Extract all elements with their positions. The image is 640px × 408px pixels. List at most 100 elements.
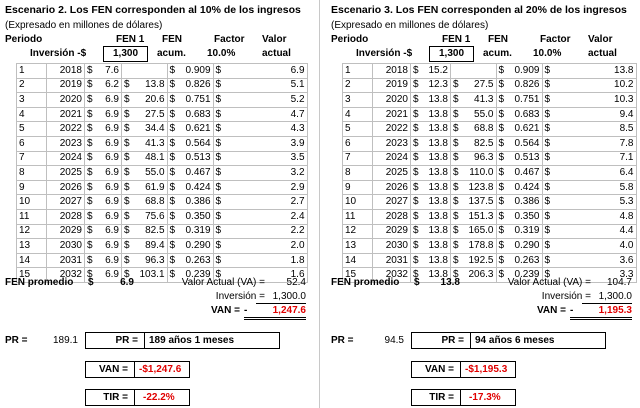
table-row: 10 2027 $6.9 $68.8 $0.386 $2.7 — [16, 194, 308, 210]
factor-value: 0.290 — [183, 238, 214, 254]
fen-dollar: $ — [410, 267, 427, 283]
table-row: 8 2025 $13.8 $110.0 $0.467 $6.4 — [342, 165, 637, 181]
factor-dollar: $ — [495, 223, 512, 240]
row-year: 2025 — [372, 165, 411, 181]
factor-dollar: $ — [495, 165, 512, 181]
acum-dollar: $ — [121, 77, 138, 94]
fen-value: 6.9 — [100, 238, 122, 254]
header-valor: Valor — [262, 34, 287, 45]
va-value: 7.8 — [558, 135, 637, 152]
va-dollar: $ — [212, 63, 230, 79]
row-number: 4 — [16, 106, 47, 123]
table-row: 11 2028 $6.9 $75.6 $0.350 $2.4 — [16, 208, 308, 225]
table-row: 14 2031 $6.9 $96.3 $0.263 $1.8 — [16, 252, 308, 269]
va-value: 1.6 — [229, 267, 308, 283]
va-dollar: $ — [212, 267, 230, 283]
header-actual: actual — [262, 48, 291, 59]
table-row: 15 2032 $13.8 $206.3 $0.239 $3.3 — [342, 267, 637, 283]
factor-value: 0.513 — [183, 150, 214, 167]
factor-dollar: $ — [166, 92, 184, 108]
factor-dollar: $ — [495, 150, 512, 167]
fen-value: 13.8 — [426, 223, 451, 240]
tir-box-value: -22.2% — [134, 390, 189, 405]
table-row: 12 2029 $13.8 $165.0 $0.319 $4.4 — [342, 223, 637, 240]
scenario-title: Escenario 3. Los FEN corresponden al 20%… — [331, 4, 627, 16]
row-number: 3 — [16, 92, 47, 108]
row-number: 11 — [16, 208, 47, 225]
header-acum: acum. — [483, 48, 512, 59]
scenario-title: Escenario 2. Los FEN corresponden al 10%… — [5, 4, 301, 16]
cashflow-table: 1 2018 $7.6 $0.909 $6.9 2 2019 $6.2 $13.8 $0.826 $… — [16, 63, 308, 283]
va-value: 4.7 — [229, 106, 308, 123]
va-dollar: $ — [541, 238, 558, 254]
va-value: 2.7 — [229, 194, 308, 210]
row-year: 2030 — [372, 238, 411, 254]
fen-value: 6.9 — [100, 194, 122, 210]
fen-promedio-value: 6.9 — [120, 277, 134, 288]
va-dollar: $ — [541, 165, 558, 181]
row-year: 2021 — [46, 106, 85, 123]
acum-value: 55.0 — [466, 106, 497, 123]
pr-label: PR = — [331, 335, 354, 346]
acum-dollar: $ — [121, 150, 138, 167]
table-row: 3 2020 $13.8 $41.3 $0.751 $10.3 — [342, 92, 637, 108]
acum-value: 137.5 — [466, 194, 497, 210]
row-number: 5 — [342, 121, 373, 137]
header-fen: FEN — [162, 34, 182, 45]
va-dollar: $ — [541, 208, 558, 225]
factor-value: 0.564 — [512, 135, 543, 152]
acum-value: 82.5 — [137, 223, 168, 240]
fen-value: 13.8 — [426, 106, 451, 123]
table-row: 9 2026 $6.9 $61.9 $0.424 $2.9 — [16, 179, 308, 196]
row-year: 2031 — [372, 252, 411, 269]
fen-dollar: $ — [410, 63, 427, 79]
pr-value: 189.1 — [52, 335, 78, 346]
table-row: 7 2024 $13.8 $96.3 $0.513 $7.1 — [342, 150, 637, 167]
row-number: 15 — [16, 267, 47, 283]
row-number: 1 — [342, 63, 373, 79]
acum-dollar: $ — [449, 194, 467, 210]
fen-value: 6.9 — [100, 135, 122, 152]
factor-dollar: $ — [495, 63, 512, 79]
factor-dollar: $ — [166, 194, 184, 210]
factor-value: 0.319 — [183, 223, 214, 240]
fen-value: 13.8 — [426, 194, 451, 210]
table-row: 6 2023 $6.9 $41.3 $0.564 $3.9 — [16, 135, 308, 152]
fen-dollar: $ — [84, 252, 101, 269]
fen-dollar: $ — [84, 179, 101, 196]
fen-value: 13.8 — [426, 179, 451, 196]
row-year: 2029 — [372, 223, 411, 240]
acum-value: 13.8 — [137, 77, 168, 94]
factor-value: 0.467 — [512, 165, 543, 181]
acum-dollar: $ — [121, 92, 138, 108]
row-year: 2021 — [372, 106, 411, 123]
row-year: 2020 — [372, 92, 411, 108]
fen-dollar: $ — [84, 194, 101, 210]
table-row: 10 2027 $13.8 $137.5 $0.386 $5.3 — [342, 194, 637, 210]
acum-dollar: $ — [449, 106, 467, 123]
va-dollar: $ — [541, 150, 558, 167]
acum-value: 41.3 — [137, 135, 168, 152]
factor-dollar: $ — [166, 223, 184, 240]
va-dollar: $ — [541, 92, 558, 108]
factor-value: 0.751 — [512, 92, 543, 108]
fen-dollar: $ — [84, 121, 101, 137]
fen-value: 12.3 — [426, 77, 451, 94]
va-value: 5.8 — [558, 179, 637, 196]
va-dollar: $ — [541, 63, 558, 79]
fen-promedio-dollar: $ — [88, 277, 94, 288]
row-number: 7 — [342, 150, 373, 167]
fen-value: 6.2 — [100, 77, 122, 94]
acum-dollar: $ — [121, 194, 138, 210]
factor-value: 0.513 — [512, 150, 543, 167]
va-value: 7.1 — [558, 150, 637, 167]
inversion-value: 1,300.0 — [582, 290, 632, 304]
row-number: 9 — [342, 179, 373, 196]
va-value: 3.6 — [558, 252, 637, 269]
row-year: 2027 — [372, 194, 411, 210]
factor-value: 0.564 — [183, 135, 214, 152]
tir-box: TIR = -17.3% — [411, 389, 516, 406]
va-dollar: $ — [541, 223, 558, 240]
table-row: 9 2026 $13.8 $123.8 $0.424 $5.8 — [342, 179, 637, 196]
fen-dollar: $ — [84, 223, 101, 240]
